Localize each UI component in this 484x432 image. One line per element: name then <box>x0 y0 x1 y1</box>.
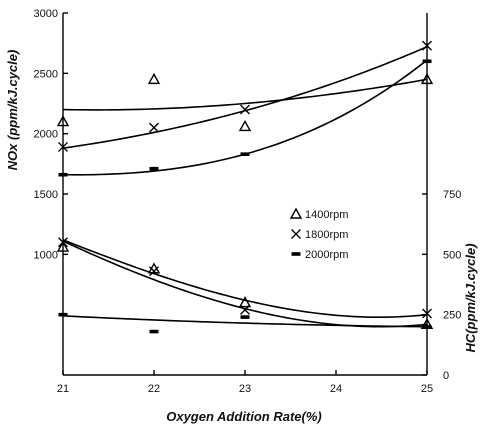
x-axis-label: Oxygen Addition Rate(%) <box>166 409 322 424</box>
point-nox-1800rpm-1 <box>149 122 159 133</box>
y-left-tick-group: 1000 1500 2000 2500 3000 <box>34 8 68 261</box>
fit-curve-nox-1400rpm <box>62 78 428 111</box>
point-nox-1800rpm-2 <box>240 104 250 115</box>
point-nox-1400rpm-2 <box>238 119 252 132</box>
y-left-tick-label-4: 3000 <box>34 8 58 20</box>
fit-curve-nox-1800rpm <box>62 46 428 149</box>
fit-curve-hc-1800rpm <box>62 239 428 319</box>
fit-curve-hc-2000rpm <box>62 315 428 328</box>
point-nox-2000rpm-1 <box>149 166 159 171</box>
legend-label-0: 1400rpm <box>305 209 348 221</box>
fit-curve-nox-2000rpm <box>62 59 428 176</box>
y-left-tick-label-0: 1000 <box>34 249 58 261</box>
point-nox-2000rpm-2 <box>240 152 250 156</box>
y-right-tick-label-3: 750 <box>443 189 461 201</box>
y-left-tick-label-1: 1500 <box>34 189 58 201</box>
point-hc-1800rpm-2 <box>240 304 250 315</box>
x-tick-label-4: 25 <box>421 383 433 395</box>
y-right-axis-label: HC(ppm/kJ.cycle) <box>463 243 478 352</box>
data-points <box>56 40 434 334</box>
point-nox-1400rpm-1 <box>147 72 161 85</box>
point-hc-2000rpm-2 <box>240 315 250 319</box>
y-right-tick-label-0: 0 <box>443 370 449 382</box>
x-tick-label-3: 24 <box>330 383 342 395</box>
point-hc-2000rpm-3 <box>422 324 432 329</box>
y-left-tick-label-2: 2000 <box>34 129 58 141</box>
x-tick-group: 21 22 23 24 25 <box>57 370 433 395</box>
x-tick-label-0: 21 <box>57 383 69 395</box>
legend-label-1: 1800rpm <box>305 229 348 241</box>
point-nox-1800rpm-3 <box>422 40 432 51</box>
legend-label-2: 2000rpm <box>305 249 348 261</box>
y-left-tick-label-3: 2500 <box>34 68 58 80</box>
legend-marker-1 <box>291 229 301 239</box>
point-hc-1400rpm-2 <box>238 296 252 308</box>
point-hc-1800rpm-1 <box>149 266 159 277</box>
point-nox-1400rpm-3 <box>420 72 434 85</box>
point-nox-1400rpm-0 <box>56 115 70 127</box>
point-nox-2000rpm-0 <box>58 172 68 177</box>
point-hc-1800rpm-3 <box>422 308 432 319</box>
legend: 1400rpm 1800rpm 2000rpm <box>289 207 348 261</box>
x-tick-label-2: 23 <box>239 383 251 395</box>
axes-frame <box>62 13 428 376</box>
legend-marker-2 <box>291 252 301 256</box>
y-left-axis-label: NOx (ppm/kJ.cycle) <box>5 50 20 171</box>
fit-curve-hc-1400rpm <box>62 240 428 328</box>
y-right-tick-label-2: 500 <box>443 249 461 261</box>
legend-marker-0 <box>289 207 303 219</box>
fit-curves <box>62 46 428 328</box>
y-right-tick-label-1: 250 <box>443 310 461 322</box>
y-right-tick-group: 0 250 500 750 <box>422 189 461 382</box>
point-nox-2000rpm-3 <box>422 59 432 64</box>
point-hc-2000rpm-0 <box>58 312 68 317</box>
x-tick-label-1: 22 <box>148 383 160 395</box>
point-nox-1800rpm-0 <box>58 141 68 152</box>
point-hc-1400rpm-0 <box>56 240 70 252</box>
point-hc-1800rpm-0 <box>58 237 68 248</box>
point-hc-2000rpm-1 <box>149 329 159 334</box>
